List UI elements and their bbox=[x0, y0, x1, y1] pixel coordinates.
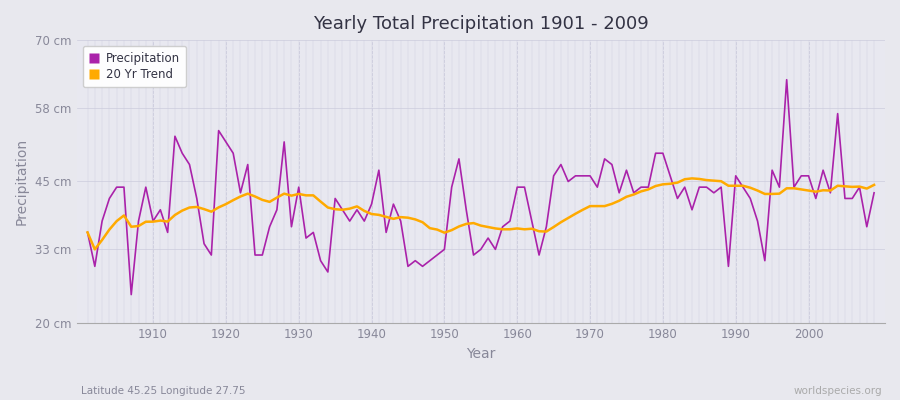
Y-axis label: Precipitation: Precipitation bbox=[15, 138, 29, 225]
X-axis label: Year: Year bbox=[466, 347, 496, 361]
Text: worldspecies.org: worldspecies.org bbox=[794, 386, 882, 396]
Title: Yearly Total Precipitation 1901 - 2009: Yearly Total Precipitation 1901 - 2009 bbox=[313, 15, 649, 33]
Legend: Precipitation, 20 Yr Trend: Precipitation, 20 Yr Trend bbox=[83, 46, 186, 87]
Text: Latitude 45.25 Longitude 27.75: Latitude 45.25 Longitude 27.75 bbox=[81, 386, 246, 396]
